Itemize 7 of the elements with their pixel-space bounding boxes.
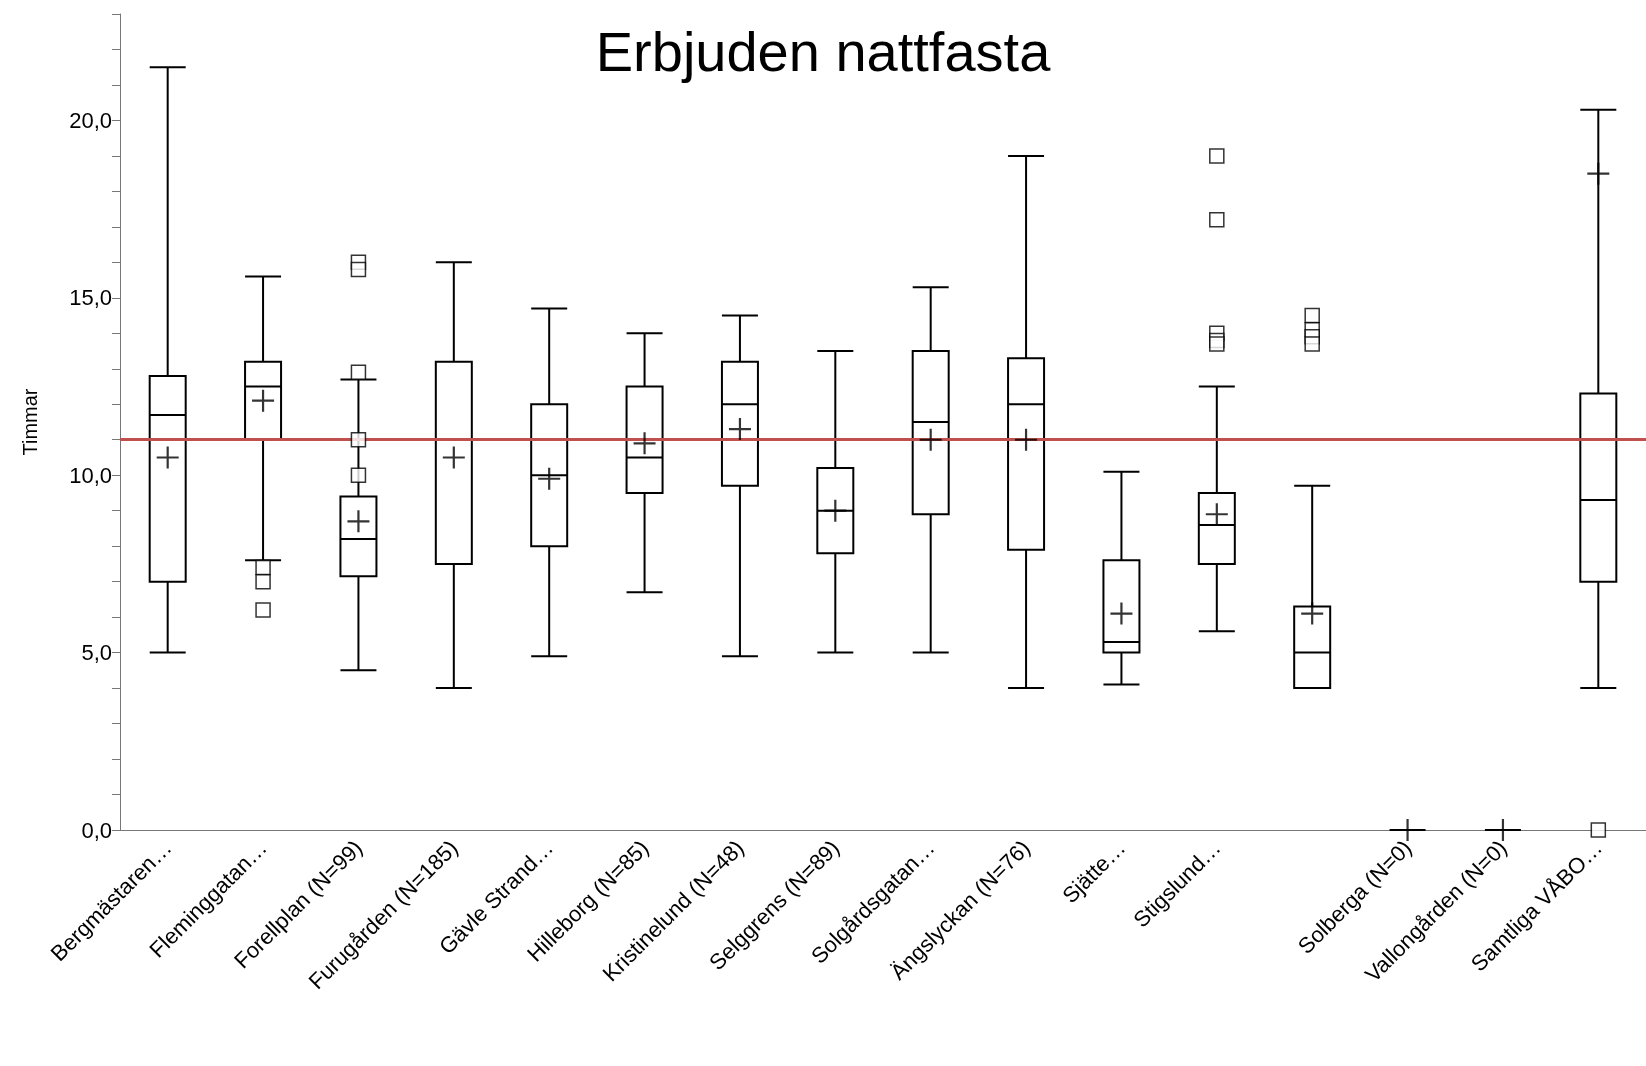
y-tick-label: 10,0 xyxy=(69,462,112,488)
y-tick-label: 20,0 xyxy=(69,107,112,133)
y-tick-label: 0,0 xyxy=(81,817,112,843)
y-tick-label: 15,0 xyxy=(69,285,112,311)
y-tick-label: 5,0 xyxy=(81,640,112,666)
y-axis-title: Timmar xyxy=(19,388,41,456)
chart-title: Erbjuden nattfasta xyxy=(595,19,1052,83)
